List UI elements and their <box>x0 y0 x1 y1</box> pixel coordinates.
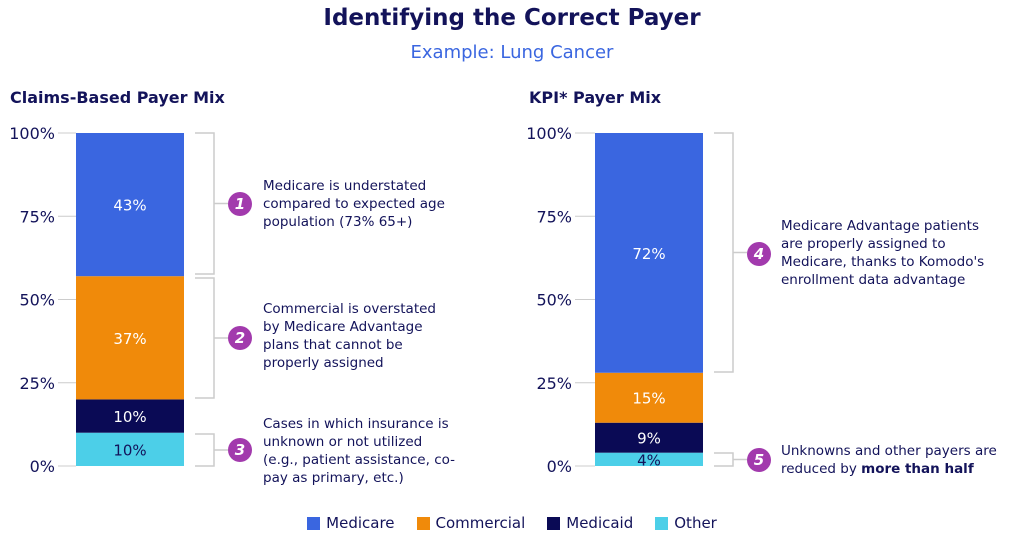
note-5: Unknowns and other payers are reduced by… <box>781 442 1021 478</box>
legend-label: Medicare <box>326 514 395 532</box>
legend-swatch <box>655 516 669 530</box>
y-tick-label: 50% <box>536 291 572 310</box>
legend-label: Medicaid <box>566 514 634 532</box>
bar-segment-other <box>595 452 703 466</box>
bracket-2 <box>195 277 228 399</box>
note-4: Medicare Advantage patients are properly… <box>781 218 985 288</box>
legend-swatch <box>416 516 430 530</box>
bar-segment-medicare <box>76 133 184 277</box>
note-badge-5: 5 <box>747 448 771 472</box>
legend-item-commercial: Commercial <box>416 514 526 532</box>
data-label: 4% <box>637 451 661 469</box>
legend-swatch <box>307 516 321 530</box>
page-subtitle: Example: Lung Cancer <box>410 42 614 63</box>
y-tick-label: 25% <box>19 374 55 393</box>
data-label: 37% <box>113 330 146 348</box>
data-label: 10% <box>113 441 146 459</box>
note-badge-3: 3 <box>228 438 252 462</box>
bar-segment-medicare <box>595 133 703 373</box>
data-label: 9% <box>637 430 661 448</box>
legend-item-medicaid: Medicaid <box>547 514 633 532</box>
data-label: 15% <box>632 390 665 408</box>
data-label: 10% <box>113 408 146 426</box>
y-tick-label: 75% <box>19 207 55 226</box>
legend-item-other: Other <box>655 514 717 532</box>
note-badge-4: 4 <box>747 242 771 266</box>
note-5-text: Unknowns and other payers are reduced by <box>781 443 997 477</box>
y-tick-label: 0% <box>30 457 55 476</box>
legend-label: Commercial <box>435 514 526 532</box>
page-title: Identifying the Correct Payer <box>323 5 701 31</box>
legend: Medicare Commercial Medicaid Other <box>0 514 1024 532</box>
note-1: Medicare is understated compared to expe… <box>263 178 445 230</box>
bracket-3 <box>195 433 228 467</box>
note-5-bold: more than half <box>861 461 974 477</box>
bracket-1 <box>195 132 228 275</box>
y-tick-label: 75% <box>536 207 572 226</box>
y-tick-label: 50% <box>19 291 55 310</box>
bar-segment-other <box>76 432 184 466</box>
note-badge-2: 2 <box>228 326 252 350</box>
bar-segment-medicaid <box>76 399 184 433</box>
data-label: 72% <box>632 245 665 263</box>
y-tick-label: 100% <box>526 124 572 143</box>
bar-segment-commercial <box>595 372 703 423</box>
note-2: Commercial is overstated by Medicare Adv… <box>263 301 436 371</box>
y-tick-label: 100% <box>9 124 55 143</box>
legend-label: Other <box>674 514 717 532</box>
bar-segment-medicaid <box>595 422 703 453</box>
bracket-5 <box>714 452 747 467</box>
left-chart-title: Claims-Based Payer Mix <box>10 88 225 107</box>
right-chart-title: KPI* Payer Mix <box>529 88 662 107</box>
note-badge-1: 1 <box>228 192 252 216</box>
data-label: 43% <box>113 197 146 215</box>
bracket-4 <box>714 132 747 373</box>
legend-item-medicare: Medicare <box>307 514 395 532</box>
note-3: Cases in which insurance is unknown or n… <box>263 416 455 486</box>
y-tick-label: 25% <box>536 374 572 393</box>
y-tick-label: 0% <box>547 457 572 476</box>
bar-segment-commercial <box>76 276 184 400</box>
legend-swatch <box>547 516 561 530</box>
